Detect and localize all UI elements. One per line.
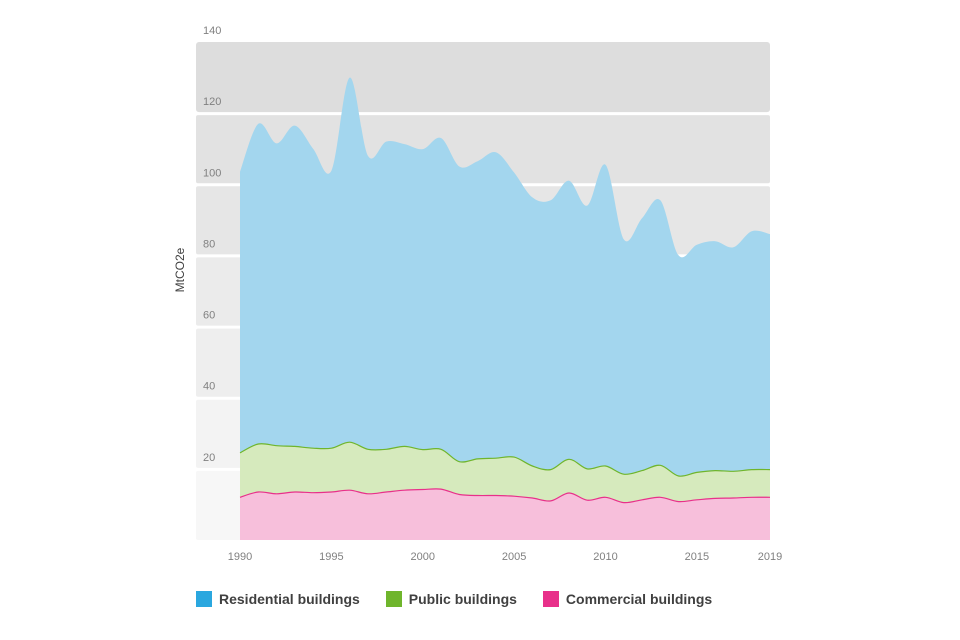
y-axis-ticks: 20 40 60 80 100 120 140 [203,25,221,464]
legend-item-residential[interactable]: Residential buildings [196,591,360,607]
legend-item-public[interactable]: Public buildings [385,591,517,607]
legend-label-commercial: Commercial buildings [565,591,713,607]
x-tick-label: 1990 [228,551,252,563]
commercial-buildings-area [240,488,770,540]
y-tick-label: 100 [203,167,221,179]
y-tick-label: 80 [203,238,215,250]
area-series [239,77,771,540]
x-tick-label: 2005 [502,551,526,563]
x-tick-label: 2000 [411,551,435,563]
stacked-area-chart: 20 40 60 80 100 120 140 1990 1995 2000 2005 2010 20… [173,25,782,563]
residential-buildings-area [240,77,770,477]
public-buildings-line [239,441,771,477]
y-tick-label: 20 [203,452,215,464]
y-tick-label: 140 [203,25,221,37]
legend-label-public: Public buildings [408,591,517,607]
legend-item-commercial[interactable]: Commercial buildings [542,591,713,607]
y-axis-label: MtCO2e [173,247,187,292]
commercial-buildings-line [239,488,771,504]
y-tick-label: 60 [203,310,215,322]
x-axis-ticks: 1990 1995 2000 2005 2010 2015 2019 [228,551,782,563]
legend-label-residential: Residential buildings [219,591,360,607]
residential-swatch-icon [196,591,212,607]
grid-band [196,42,770,113]
x-tick-label: 1995 [319,551,343,563]
x-tick-label: 2015 [685,551,709,563]
y-tick-label: 40 [203,381,215,393]
commercial-swatch-icon [542,591,559,607]
y-tick-label: 120 [203,96,221,108]
public-swatch-icon [385,591,402,607]
legend: Residential buildings Public buildings C… [196,591,712,607]
x-tick-label: 2019 [758,551,782,563]
x-tick-label: 2010 [593,551,617,563]
public-buildings-area [240,442,770,503]
